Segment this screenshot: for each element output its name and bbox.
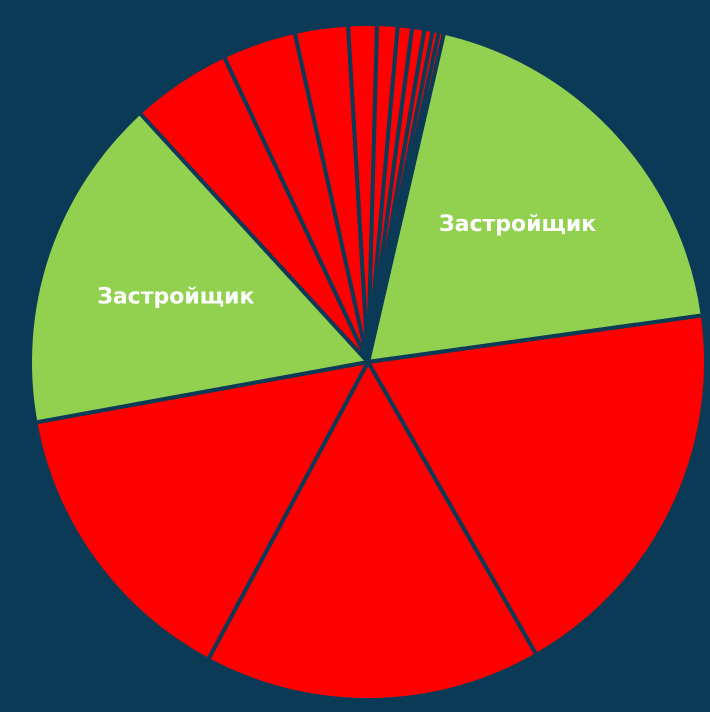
pie-labels: Застройщик Застройщик — [97, 212, 596, 309]
pie-slice-2 — [366, 313, 708, 657]
pie-slice-4 — [33, 360, 370, 662]
pie-slice-15 — [366, 29, 447, 364]
pie-slice-label-1: Застройщик — [439, 212, 596, 237]
pie-slice-3 — [206, 360, 539, 702]
pie-slice-label-5: Застройщик — [97, 284, 254, 309]
pie-slice-5 — [28, 110, 370, 425]
pie-slice-1 — [366, 30, 705, 364]
pie-slices — [28, 22, 708, 702]
